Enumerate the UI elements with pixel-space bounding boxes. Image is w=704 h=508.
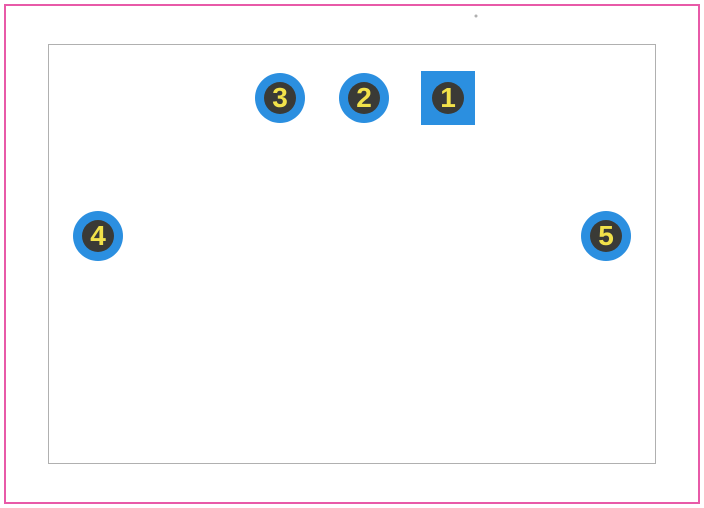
pin-4: 4 (73, 211, 123, 261)
pin-label: 5 (598, 220, 614, 252)
pin-2: 2 (339, 73, 389, 123)
pin-label: 4 (90, 220, 106, 252)
pin-label: 1 (440, 82, 456, 114)
pin-label: 2 (356, 82, 372, 114)
pin-3: 3 (255, 73, 305, 123)
pin-5: 5 (581, 211, 631, 261)
pin-1: 1 (421, 71, 475, 125)
pin-label: 3 (272, 82, 288, 114)
top-marker-dot (475, 15, 478, 18)
